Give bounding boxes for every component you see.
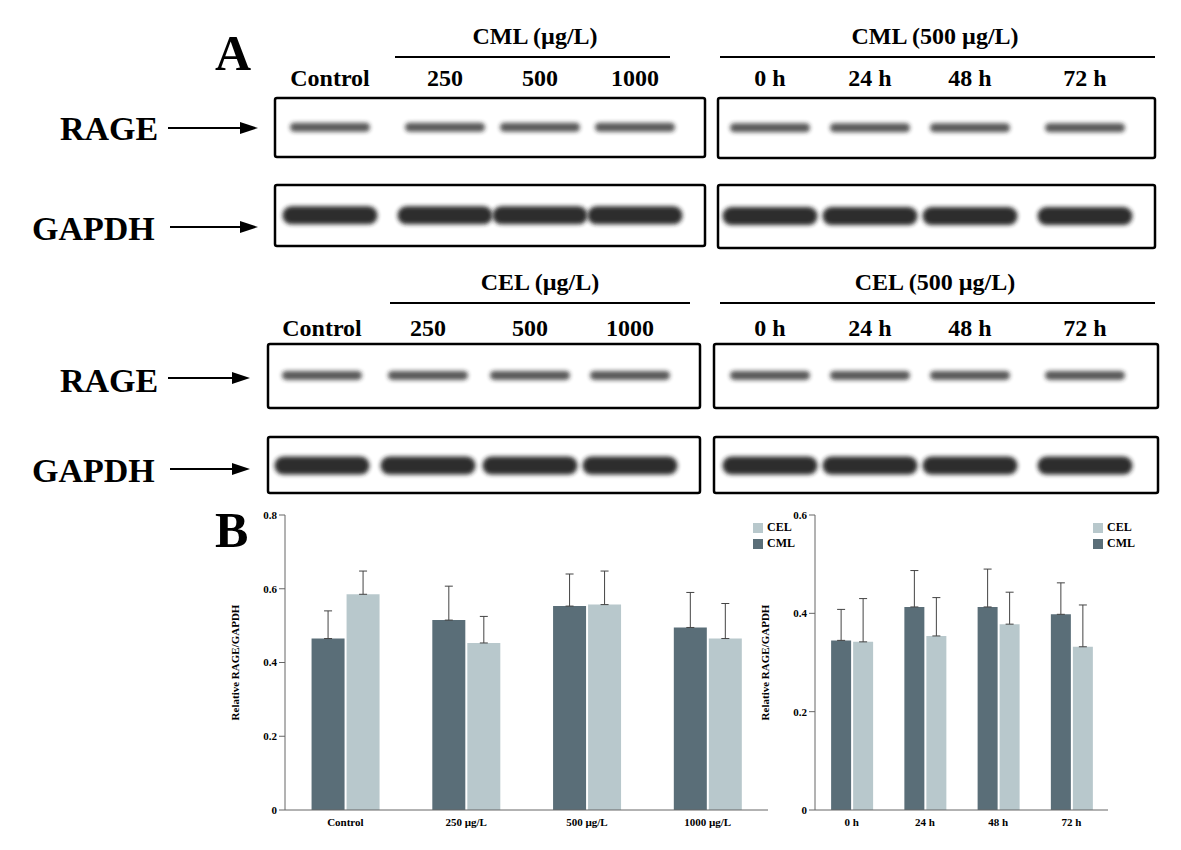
svg-text:48 h: 48 h bbox=[988, 816, 1008, 828]
svg-text:Control: Control bbox=[282, 315, 362, 341]
svg-text:GAPDH: GAPDH bbox=[32, 210, 155, 247]
svg-text:0.6: 0.6 bbox=[793, 509, 807, 521]
svg-text:24 h: 24 h bbox=[848, 315, 891, 341]
svg-text:0.6: 0.6 bbox=[263, 583, 277, 595]
svg-text:0.2: 0.2 bbox=[263, 730, 277, 742]
svg-text:1000 µg/L: 1000 µg/L bbox=[684, 816, 731, 828]
svg-text:72 h: 72 h bbox=[1061, 816, 1081, 828]
svg-text:0.4: 0.4 bbox=[263, 656, 277, 668]
svg-text:72 h: 72 h bbox=[1063, 315, 1106, 341]
svg-text:Control: Control bbox=[290, 65, 370, 91]
html-text:CML: CML bbox=[767, 536, 795, 550]
html-text:CEL: CEL bbox=[767, 520, 792, 534]
svg-text:250: 250 bbox=[410, 315, 446, 341]
svg-text:Relative RAGE/GAPDH: Relative RAGE/GAPDH bbox=[759, 604, 771, 720]
svg-text:0: 0 bbox=[272, 804, 278, 816]
svg-text:Control: Control bbox=[327, 816, 363, 828]
svg-text:24 h: 24 h bbox=[848, 65, 891, 91]
html-text:CML: CML bbox=[1107, 536, 1135, 550]
svg-text:A: A bbox=[215, 25, 251, 81]
svg-text:500: 500 bbox=[522, 65, 558, 91]
svg-text:0 h: 0 h bbox=[844, 816, 858, 828]
svg-text:GAPDH: GAPDH bbox=[32, 452, 155, 489]
svg-text:0.8: 0.8 bbox=[263, 509, 277, 521]
svg-text:0.2: 0.2 bbox=[793, 706, 807, 718]
svg-text:48 h: 48 h bbox=[948, 315, 991, 341]
svg-text:CEL (500 µg/L): CEL (500 µg/L) bbox=[855, 269, 1016, 295]
svg-text:0: 0 bbox=[802, 804, 808, 816]
svg-text:0 h: 0 h bbox=[754, 65, 785, 91]
svg-text:250 µg/L: 250 µg/L bbox=[445, 816, 486, 828]
svg-text:0.4: 0.4 bbox=[793, 607, 807, 619]
svg-text:CML (µg/L): CML (µg/L) bbox=[472, 23, 597, 49]
svg-text:RAGE: RAGE bbox=[60, 362, 158, 399]
svg-text:72 h: 72 h bbox=[1063, 65, 1106, 91]
svg-text:250: 250 bbox=[427, 65, 463, 91]
svg-text:48 h: 48 h bbox=[948, 65, 991, 91]
svg-text:1000: 1000 bbox=[606, 315, 654, 341]
svg-text:1000: 1000 bbox=[611, 65, 659, 91]
svg-text:RAGE: RAGE bbox=[60, 110, 158, 147]
svg-text:24 h: 24 h bbox=[915, 816, 935, 828]
svg-text:CEL (µg/L): CEL (µg/L) bbox=[481, 269, 600, 295]
html-text:B: B bbox=[215, 502, 249, 558]
svg-text:CML (500 µg/L): CML (500 µg/L) bbox=[851, 23, 1018, 49]
svg-text:500 µg/L: 500 µg/L bbox=[566, 816, 607, 828]
svg-text:Relative RAGE/GAPDH: Relative RAGE/GAPDH bbox=[229, 604, 241, 720]
html-text:CEL: CEL bbox=[1107, 520, 1132, 534]
svg-text:0 h: 0 h bbox=[754, 315, 785, 341]
svg-text:500: 500 bbox=[512, 315, 548, 341]
